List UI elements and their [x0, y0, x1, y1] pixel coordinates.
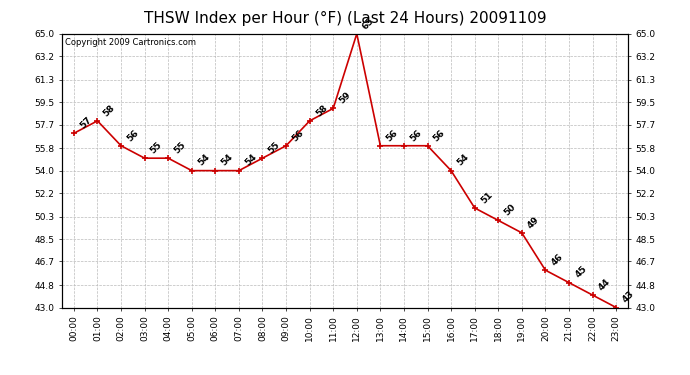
- Text: 54: 54: [243, 153, 258, 168]
- Text: 46: 46: [549, 252, 565, 267]
- Text: 54: 54: [455, 153, 471, 168]
- Text: 58: 58: [101, 103, 117, 118]
- Text: 65: 65: [361, 16, 376, 31]
- Text: 57: 57: [78, 115, 93, 130]
- Text: 51: 51: [479, 190, 494, 205]
- Text: 54: 54: [196, 153, 211, 168]
- Text: 55: 55: [266, 140, 282, 155]
- Text: 56: 56: [384, 128, 400, 143]
- Text: 59: 59: [337, 90, 353, 106]
- Text: 49: 49: [526, 214, 542, 230]
- Text: 54: 54: [219, 153, 235, 168]
- Text: 50: 50: [502, 202, 518, 217]
- Text: 44: 44: [597, 277, 612, 292]
- Text: 56: 56: [432, 128, 447, 143]
- Text: 56: 56: [125, 128, 140, 143]
- Text: Copyright 2009 Cartronics.com: Copyright 2009 Cartronics.com: [65, 38, 196, 47]
- Text: 56: 56: [290, 128, 306, 143]
- Text: 55: 55: [172, 140, 188, 155]
- Text: 45: 45: [573, 264, 589, 280]
- Text: 55: 55: [149, 140, 164, 155]
- Text: 56: 56: [408, 128, 423, 143]
- Text: 58: 58: [314, 103, 329, 118]
- Text: THSW Index per Hour (°F) (Last 24 Hours) 20091109: THSW Index per Hour (°F) (Last 24 Hours)…: [144, 11, 546, 26]
- Text: 43: 43: [620, 290, 635, 305]
